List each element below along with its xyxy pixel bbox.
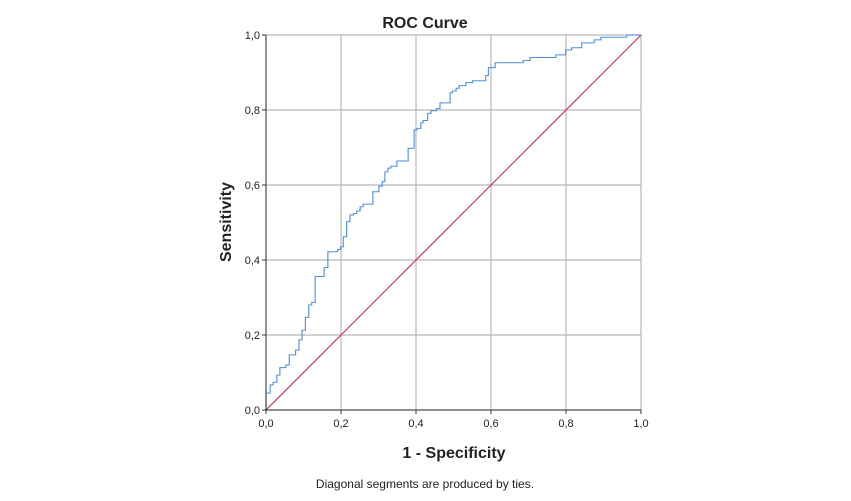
reference-diagonal-line [265,34,642,411]
y-tick-label: 0,4 [245,255,260,267]
series-group [265,34,642,411]
chart-title: ROC Curve [382,15,467,32]
y-tick-label: 0,6 [245,180,260,192]
axes [262,34,642,414]
tick-labels: 0,0 0,2 0,4 0,6 0,8 1,0 0,0 0,2 0,4 0,6 0,8 1,0 [245,30,649,430]
x-tick-label: 1,0 [633,418,648,430]
footnote: Diagonal segments are produced by ties. [316,477,534,491]
x-tick-label: 0,0 [258,418,273,430]
y-tick-label: 0,2 [245,330,260,342]
x-tick-label: 0,6 [483,418,498,430]
y-tick-label: 1,0 [245,30,260,42]
x-axis-label: 1 - Specificity [402,445,505,462]
x-tick-label: 0,8 [558,418,573,430]
y-tick-label: 0,0 [245,405,260,417]
roc-curve-line [265,34,641,410]
x-tick-label: 0,2 [333,418,348,430]
y-axis-label: Sensitivity [218,182,235,262]
y-tick-label: 0,8 [245,105,260,117]
x-tick-label: 0,4 [408,418,423,430]
